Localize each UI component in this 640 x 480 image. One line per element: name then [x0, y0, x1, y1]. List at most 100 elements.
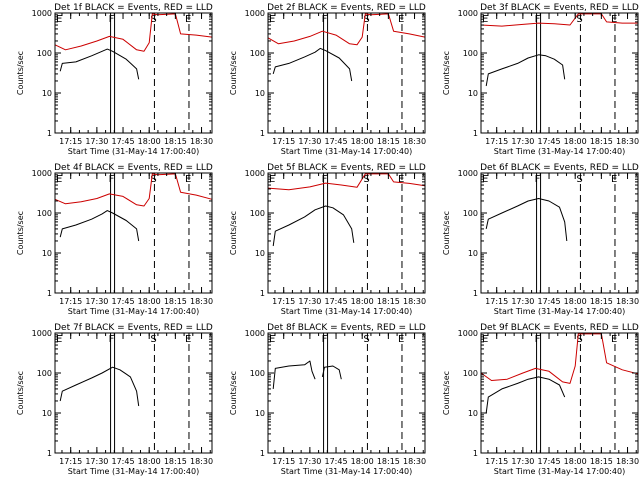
- event-marker: E: [480, 173, 488, 293]
- lld-series-line: [267, 13, 426, 46]
- chart-title: Det 1f BLACK = Events, RED = LLD: [54, 3, 213, 13]
- events-series-line: [272, 205, 355, 247]
- y-axis-label: Counts/sec: [16, 51, 25, 95]
- event-marker: S: [576, 173, 583, 293]
- event-marker: F: [109, 13, 116, 133]
- y-axis-label: Counts/sec: [442, 211, 451, 255]
- x-axis-label: Start Time (31-May-14 17:00:40): [494, 147, 625, 156]
- y-tick-label: 1000: [32, 169, 52, 178]
- y-tick-label: 10: [42, 409, 52, 418]
- plot-frame: [267, 332, 426, 454]
- x-tick-label: 18:15: [590, 137, 613, 146]
- marker-label: F: [535, 334, 541, 345]
- y-tick-label: 100: [463, 369, 478, 378]
- event-marker: E: [185, 13, 191, 133]
- x-tick-label: 17:30: [85, 457, 108, 466]
- event-marker: S: [150, 173, 157, 293]
- marker-label: S: [363, 334, 369, 345]
- y-axis-label: Counts/sec: [442, 51, 451, 95]
- x-tick-label: 18:30: [616, 457, 639, 466]
- event-marker: F: [109, 333, 116, 453]
- y-tick-label: 1: [260, 289, 265, 298]
- x-tick-label: 17:30: [298, 457, 321, 466]
- event-marker: E: [480, 333, 488, 453]
- x-tick-label: 17:45: [112, 137, 135, 146]
- event-marker: E: [398, 333, 404, 453]
- y-tick-label: 10: [468, 249, 478, 258]
- events-series-line: [321, 365, 342, 380]
- x-tick-label: 18:00: [351, 457, 374, 466]
- event-marker: F: [535, 173, 542, 293]
- chart-title: Det 6f BLACK = Events, RED = LLD: [480, 163, 639, 173]
- x-axis-label: Start Time (31-May-14 17:00:40): [68, 147, 199, 156]
- x-tick-label: 17:30: [85, 137, 108, 146]
- marker-label: E: [398, 14, 404, 25]
- marker-label: E: [611, 14, 617, 25]
- y-tick-label: 1: [47, 129, 52, 138]
- events-series-line: [272, 360, 316, 389]
- chart-title: Det 7f BLACK = Events, RED = LLD: [54, 323, 213, 333]
- y-tick-label: 1000: [458, 329, 478, 338]
- x-tick-label: 18:00: [351, 297, 374, 306]
- marker-label: E: [269, 334, 275, 345]
- event-marker: E: [267, 333, 275, 453]
- marker-label: E: [56, 174, 62, 185]
- event-marker: E: [611, 333, 617, 453]
- x-tick-label: 17:45: [325, 457, 348, 466]
- marker-label: E: [482, 174, 488, 185]
- y-tick-label: 100: [37, 369, 52, 378]
- events-series-line: [272, 47, 353, 82]
- marker-label: F: [109, 14, 115, 25]
- event-marker: S: [576, 333, 583, 453]
- x-axis-label: Start Time (31-May-14 17:00:40): [494, 467, 625, 476]
- y-tick-label: 10: [468, 409, 478, 418]
- event-marker: E: [185, 173, 191, 293]
- x-tick-label: 18:00: [138, 297, 161, 306]
- events-series-line: [485, 198, 568, 242]
- marker-label: S: [576, 334, 582, 345]
- y-tick-label: 100: [250, 369, 265, 378]
- y-tick-label: 10: [255, 409, 265, 418]
- event-marker: E: [611, 173, 617, 293]
- lld-series-line: [54, 13, 213, 52]
- y-tick-label: 10: [255, 249, 265, 258]
- plot-frame: [267, 172, 426, 294]
- x-tick-label: 17:30: [298, 297, 321, 306]
- marker-label: E: [56, 14, 62, 25]
- x-tick-label: 18:30: [403, 137, 426, 146]
- marker-label: E: [185, 334, 191, 345]
- marker-label: E: [482, 334, 488, 345]
- x-tick-label: 17:45: [112, 457, 135, 466]
- plot-frame: [54, 332, 213, 454]
- x-tick-label: 18:15: [164, 137, 187, 146]
- x-tick-label: 17:15: [485, 137, 508, 146]
- lld-series-line: [480, 333, 639, 384]
- x-tick-label: 18:15: [377, 137, 400, 146]
- marker-label: E: [398, 334, 404, 345]
- x-tick-label: 17:30: [511, 137, 534, 146]
- x-tick-label: 17:45: [538, 297, 561, 306]
- event-marker: F: [109, 173, 116, 293]
- chart-title: Det 9f BLACK = Events, RED = LLD: [480, 323, 639, 333]
- plot-frame: [480, 172, 639, 294]
- lld-series-line: [267, 173, 426, 191]
- x-tick-label: 18:30: [190, 297, 213, 306]
- lld-series-line: [54, 173, 213, 207]
- x-tick-label: 17:30: [298, 137, 321, 146]
- y-tick-label: 1: [260, 449, 265, 458]
- y-tick-label: 1000: [32, 9, 52, 18]
- marker-label: F: [109, 174, 115, 185]
- y-axis-label: Counts/sec: [229, 211, 238, 255]
- marker-label: F: [322, 14, 328, 25]
- marker-label: E: [185, 174, 191, 185]
- y-tick-label: 1: [47, 289, 52, 298]
- x-tick-label: 17:30: [511, 297, 534, 306]
- events-series-line: [59, 366, 140, 407]
- x-tick-label: 18:15: [590, 297, 613, 306]
